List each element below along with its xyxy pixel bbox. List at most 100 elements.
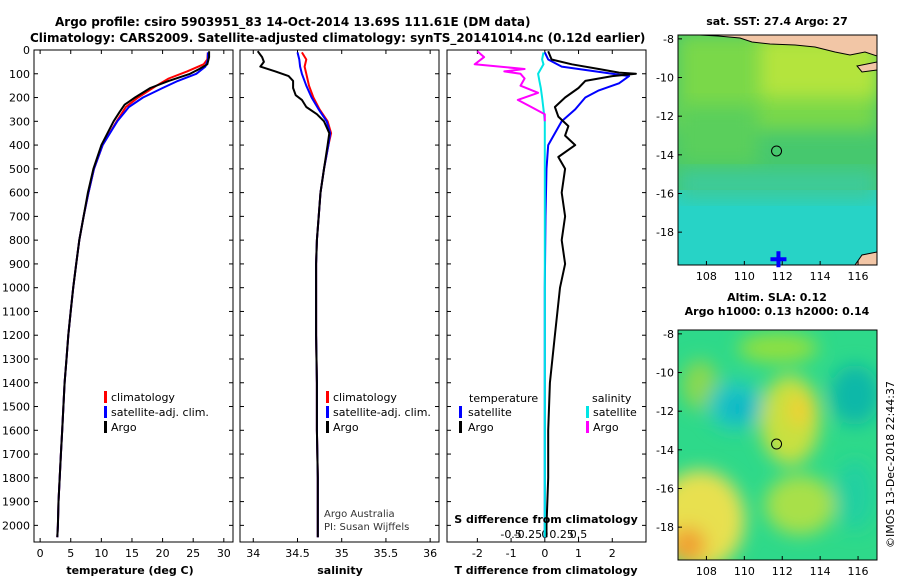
difference-panel: -2 -1 0 1 2-0.5-0.25 0 0.250.5 temperature sal…: [446, 49, 647, 577]
difference-legend: temperature salinity satellite Argo sate…: [459, 392, 637, 434]
temperature-x-axis: 0 5 10 15 20 25 30: [37, 50, 231, 560]
legend-swatch-temp-satellite: [459, 406, 462, 418]
series-line-temperature-satellite: [543, 51, 631, 538]
x-tick-label: 36: [423, 547, 437, 560]
argo-position-marker: [771, 145, 783, 157]
sla-map-subtitle: Argo h1000: 0.13 h2000: 0.14: [685, 305, 870, 318]
sst-west-patch: [678, 105, 758, 165]
x-tick-label: 35: [335, 547, 349, 560]
temperature-legend: climatology satellite-adj. clim. Argo: [104, 391, 209, 434]
depth-tick-label: 1000: [2, 282, 30, 295]
map-x-tick-label: 116: [848, 270, 869, 283]
map-y-tick-label: -16: [656, 187, 674, 200]
series-line-salinity-satellite: [537, 52, 546, 538]
depth-tick-label: 300: [9, 115, 30, 128]
depth-tick-label: 2000: [2, 519, 30, 532]
depth-tick-label: 1500: [2, 401, 30, 414]
x-tick-label: -1: [506, 547, 517, 560]
legend-header-salinity: salinity: [592, 392, 632, 405]
x-tick-label: 10: [94, 547, 108, 560]
depth-tick-label: 200: [9, 92, 30, 105]
salinity-panel: 34 34.5 35 35.5 36 climatology satellite-adj…: [239, 49, 440, 577]
depth-tick-label: 1700: [2, 448, 30, 461]
depth-tick-label: 1800: [2, 472, 30, 485]
x-tick-label: -2: [472, 547, 483, 560]
x-tick-label: 30: [217, 547, 231, 560]
legend-swatch-temp-argo: [459, 421, 462, 433]
legend-label-argo: Argo: [333, 421, 359, 434]
header-line-2: Climatology: CARS2009. Satellite-adjuste…: [30, 31, 645, 46]
legend-label-climatology: climatology: [333, 391, 397, 404]
x-tick-label: 1: [575, 547, 582, 560]
map-x-tick-label: 116: [848, 565, 869, 578]
legend-label-satellite: satellite-adj. clim.: [111, 406, 209, 419]
legend-swatch-climatology: [104, 391, 107, 403]
sla-peak-center: [788, 394, 812, 426]
argo-position-marker: [771, 438, 783, 450]
legend-label-satellite: satellite-adj. clim.: [333, 406, 431, 419]
x-tick-label: 20: [156, 547, 170, 560]
salinity-legend: climatology satellite-adj. clim. Argo: [326, 391, 431, 434]
salinity-x-label: salinity: [317, 564, 363, 577]
difference-depth-ticks: [447, 49, 646, 526]
legend-label-sal-argo: Argo: [593, 421, 619, 434]
legend-label-climatology: climatology: [111, 391, 175, 404]
legend-label-temp-argo: Argo: [468, 421, 494, 434]
depth-tick-label: 700: [9, 210, 30, 223]
map-x-tick-label: 110: [734, 565, 755, 578]
sst-land-east: [856, 61, 877, 73]
sla-low-west-core: [724, 396, 752, 420]
salinity-x-axis: 34 34.5 35 35.5 36: [246, 50, 437, 560]
sst-map-title: sat. SST: 27.4 Argo: 27: [706, 15, 848, 28]
sla-high-north: [738, 333, 818, 363]
map-y-tick-label: -10: [656, 367, 674, 380]
series-line-climatology: [56, 52, 209, 538]
sla-map-frame: [677, 329, 878, 561]
depth-tick-label: 100: [9, 68, 30, 81]
x-tick-label: 35.5: [374, 547, 399, 560]
x-tick-label: 0: [541, 547, 548, 560]
temperature-panel: 0100200300400500600700800900100011001200…: [2, 44, 234, 577]
depth-tick-label: 500: [9, 163, 30, 176]
difference-series: [473, 50, 637, 538]
depth-tick-label: 1100: [2, 305, 30, 318]
depth-tick-label: 0: [23, 44, 30, 57]
salinity-depth-ticks: [240, 49, 439, 526]
satellite-position-cross: [770, 251, 787, 268]
temperature-series: [56, 51, 211, 538]
sst-land-southwest: [854, 251, 877, 265]
map-y-tick-label: -16: [656, 482, 674, 495]
series-line-argo: [56, 51, 211, 538]
sla-low-southeast: [835, 460, 875, 530]
x-tick-label: 34: [246, 547, 260, 560]
difference-x-label: T difference from climatology: [454, 564, 637, 577]
series-line-argo: [256, 50, 331, 538]
map-y-tick-label: -8: [663, 328, 674, 341]
depth-tick-label: 1900: [2, 496, 30, 509]
map-y-tick-label: -14: [656, 149, 674, 162]
legend-label-temp-satellite: satellite: [468, 406, 512, 419]
s-diff-tick-label: 0.25: [549, 528, 574, 541]
map-y-tick-label: -12: [656, 405, 674, 418]
depth-tick-label: 400: [9, 139, 30, 152]
sst-field: [678, 35, 877, 265]
sst-map-panel: sat. SST: 27.4 Argo: 27 108 110 112 114 116 -…: [656, 15, 878, 283]
sla-field: [678, 330, 877, 560]
legend-swatch-satellite: [326, 406, 329, 418]
sla-mid-south: [765, 475, 835, 535]
s-diff-tick-label: 0.5: [570, 528, 588, 541]
depth-tick-label: 1400: [2, 377, 30, 390]
header-line-1: Argo profile: csiro 5903951_83 14-Oct-20…: [55, 15, 530, 30]
x-tick-label: 5: [67, 547, 74, 560]
legend-swatch-argo: [326, 421, 329, 433]
difference-plot-frame: [446, 49, 647, 543]
map-x-tick-label: 108: [696, 565, 717, 578]
s-difference-label: S difference from climatology: [454, 513, 638, 526]
sst-map-axes: 108 110 112 114 116 -8 -10 -12 -14 -16 -18: [656, 33, 869, 283]
sla-peak-southwest: [678, 527, 706, 560]
temperature-x-label: temperature (deg C): [66, 564, 193, 577]
depth-tick-label: 1300: [2, 353, 30, 366]
map-y-tick-label: -12: [656, 110, 674, 123]
depth-tick-label: 800: [9, 234, 30, 247]
